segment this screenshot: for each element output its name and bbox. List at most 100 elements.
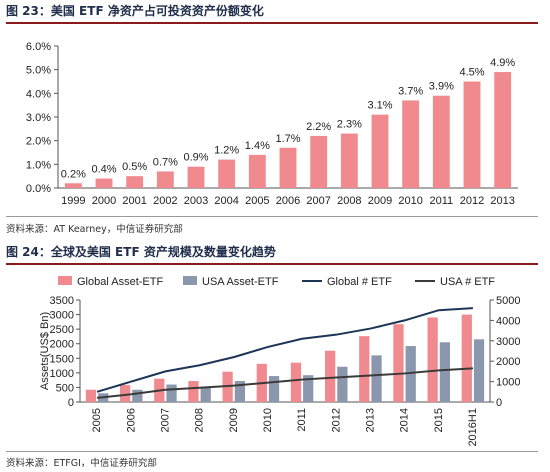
bar xyxy=(371,114,389,188)
legend-label: USA Asset-ETF xyxy=(202,276,279,288)
x-tick-label: 2011 xyxy=(430,195,454,207)
figure-24-source-rule xyxy=(6,451,538,452)
data-label: 4.9% xyxy=(490,57,515,69)
bar-global-asset xyxy=(325,350,336,402)
x-tick-label: 2006 xyxy=(276,195,300,207)
x-tick-label: 2003 xyxy=(184,195,208,207)
data-label: 3.1% xyxy=(367,100,392,112)
bar-global-asset xyxy=(393,324,404,402)
legend-swatch xyxy=(183,276,197,285)
y-right-tick-label: 3000 xyxy=(496,336,520,348)
bar xyxy=(463,81,481,188)
bar xyxy=(64,183,82,188)
bar xyxy=(432,95,450,188)
chart-etf-assets: Global Asset-ETF USA Asset-ETF Global # ET… xyxy=(39,276,520,447)
bar-usa-asset xyxy=(132,389,143,402)
y-left-tick-label: 3000 xyxy=(50,310,74,322)
data-label: 2.2% xyxy=(306,121,331,133)
x-tick-label: 2009 xyxy=(368,195,392,207)
bar xyxy=(494,72,512,188)
legend-label: Global Asset-ETF xyxy=(77,276,163,288)
bar-global-asset xyxy=(461,314,472,402)
y-right-tick-label: 1000 xyxy=(496,377,520,389)
bar xyxy=(95,178,113,188)
x-tick-label: 2012 xyxy=(460,195,484,207)
x-tick-label: 2010 xyxy=(398,195,422,207)
y-tick-label: 1.0% xyxy=(26,159,51,171)
y-left-tick-label: 1500 xyxy=(50,353,74,365)
line-global-etf-count xyxy=(96,307,473,393)
figure-23-title: 图 23：美国 ETF 净资产占可投资资产份额变化 xyxy=(6,4,264,18)
bar-usa-asset xyxy=(234,381,245,402)
chart-etf-share: 0.0% 1.0% 2.0% 3.0% 4.0% 5.0% 6.0% 0.2% 1999 0.4%… xyxy=(26,41,518,207)
x-tick-label: 1999 xyxy=(61,195,85,207)
x-tick-label: 2008 xyxy=(194,408,206,432)
x-tick-label: 2004 xyxy=(214,195,238,207)
x-tick-label: 2015 xyxy=(433,408,445,432)
y-tick-label: 6.0% xyxy=(26,41,51,53)
bar-usa-asset xyxy=(371,355,382,402)
y-left-tick-label: 2000 xyxy=(50,339,74,351)
y-right-tick-label: 2000 xyxy=(496,356,520,368)
bar xyxy=(310,135,328,188)
data-label: 2.3% xyxy=(337,119,362,131)
y-right-tick-label: 0 xyxy=(496,397,502,409)
bar-global-asset xyxy=(290,362,302,402)
data-label: 0.7% xyxy=(153,156,178,168)
bar-usa-asset xyxy=(303,375,314,402)
x-tick-label: 2005 xyxy=(91,408,103,432)
legend-label: USA # ETF xyxy=(440,276,495,288)
bar xyxy=(187,166,205,188)
data-label: 1.2% xyxy=(214,145,239,157)
bar-usa-asset xyxy=(405,346,416,402)
y-left-tick-label: 500 xyxy=(56,382,74,394)
bar xyxy=(156,171,174,188)
bar xyxy=(340,133,358,188)
x-tick-label: 2012 xyxy=(330,408,342,432)
figure-24-title-rule xyxy=(6,263,538,265)
y-left-tick-label: 2500 xyxy=(50,324,74,336)
bar xyxy=(218,159,236,188)
x-tick-label: 2001 xyxy=(122,195,146,207)
x-tick-label: 2013 xyxy=(490,195,514,207)
bar xyxy=(402,100,420,188)
figure-24-source: 资料来源：ETFGI，中信证券研究部 xyxy=(6,458,157,469)
x-tick-label: 2000 xyxy=(92,195,116,207)
x-tick-label: 2009 xyxy=(228,408,240,432)
y-right-tick-label: 4000 xyxy=(496,315,520,327)
data-label: 0.4% xyxy=(91,164,116,176)
figure-23-source-rule xyxy=(6,216,538,217)
bar-global-asset xyxy=(188,381,199,402)
x-tick-label: 2010 xyxy=(262,408,274,432)
y-tick-label: 5.0% xyxy=(26,65,51,77)
data-label: 4.5% xyxy=(459,67,484,79)
y-axis-label: Assets(US$ Bn) xyxy=(39,312,51,390)
x-tick-label: 2016H1 xyxy=(467,408,479,447)
x-tick-label: 2013 xyxy=(364,408,376,432)
y-right-tick-label: 5000 xyxy=(496,295,520,307)
figure-23-title-rule xyxy=(6,22,538,24)
bar-usa-asset xyxy=(268,376,280,402)
data-label: 3.7% xyxy=(398,85,423,97)
x-tick-label: 2006 xyxy=(125,408,137,432)
data-label: 0.9% xyxy=(183,152,208,164)
bar-usa-asset xyxy=(439,342,450,402)
bar-usa-asset xyxy=(200,386,211,402)
bar-usa-asset xyxy=(337,366,348,402)
x-tick-label: 2011 xyxy=(296,408,308,432)
y-left-tick-label: 1000 xyxy=(50,368,74,380)
data-label: 3.9% xyxy=(429,81,454,93)
x-tick-label: 2007 xyxy=(306,195,330,207)
bar xyxy=(248,154,266,188)
y-tick-label: 3.0% xyxy=(26,112,51,124)
y-left-tick-label: 0 xyxy=(68,397,74,409)
x-tick-label: 2008 xyxy=(337,195,361,207)
bar-global-asset xyxy=(85,389,97,402)
bar xyxy=(126,176,144,188)
legend-label: Global # ETF xyxy=(327,276,392,288)
y-tick-label: 2.0% xyxy=(26,136,51,148)
figure-24-title: 图 24：全球及美国 ETF 资产规模及数量变化趋势 xyxy=(6,245,276,259)
bar-global-asset xyxy=(427,317,438,402)
bar-usa-asset xyxy=(166,384,177,402)
figure-23-source: 资料来源：AT Kearney，中信证券研究部 xyxy=(6,224,183,235)
